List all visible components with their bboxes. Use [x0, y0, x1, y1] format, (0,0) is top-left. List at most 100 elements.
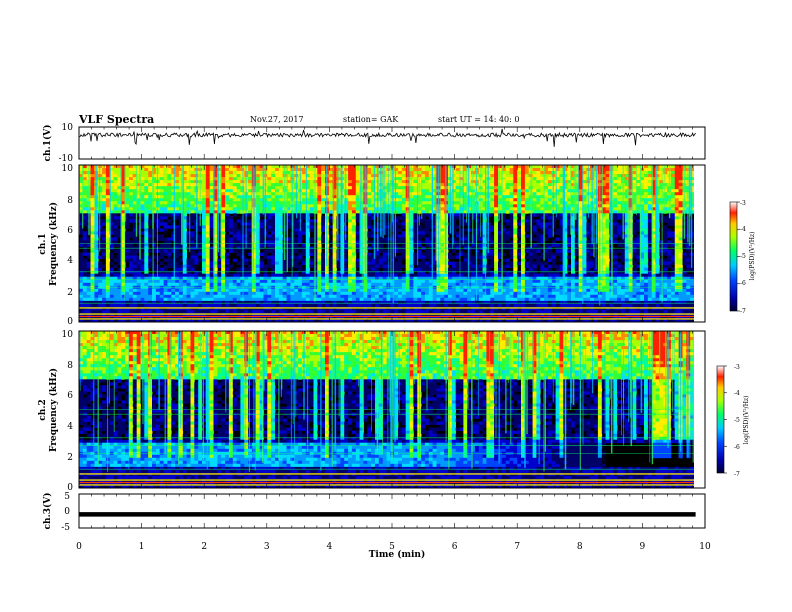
- spectrogram-cell: [451, 288, 456, 293]
- spectrogram-cell: [317, 165, 322, 169]
- spectrogram-cell: [140, 180, 145, 184]
- spectrogram-cell: [455, 198, 460, 202]
- spectrogram-cell: [451, 267, 456, 272]
- spectrogram-cell: [186, 303, 191, 308]
- spectrogram-cell: [409, 207, 414, 211]
- spectrogram-cell: [171, 237, 176, 241]
- spectrogram-cell: [232, 234, 237, 238]
- spectrogram-cell: [225, 219, 230, 223]
- spectrogram-cell: [125, 213, 130, 217]
- spectrogram-cell: [182, 174, 187, 178]
- spectrogram-cell: [409, 210, 414, 214]
- spectrogram-cell: [221, 294, 226, 299]
- spectrogram-cell: [417, 225, 422, 229]
- spectrogram-cell: [221, 180, 226, 184]
- spectrogram-cell: [278, 270, 284, 275]
- spectrogram-cell: [202, 291, 207, 296]
- spectrogram-cell: [424, 303, 430, 308]
- spectrogram-cell: [194, 270, 199, 275]
- spectrogram-cell: [82, 276, 87, 281]
- spectrogram-cell: [79, 240, 84, 244]
- spectrogram-cell: [240, 300, 245, 305]
- spectrogram-cell: [286, 279, 291, 284]
- spectrogram-cell: [225, 207, 230, 211]
- spectrogram-cell: [105, 234, 111, 238]
- spectrogram-cell: [213, 291, 218, 296]
- spectrogram-cell: [405, 303, 410, 308]
- spectrogram-cell: [278, 252, 284, 256]
- spectrogram-cell: [305, 186, 310, 190]
- spectrogram-cell: [305, 300, 310, 305]
- spectrogram-cell: [394, 189, 399, 193]
- spectrogram-cell: [205, 276, 210, 281]
- spectrogram-cell: [348, 210, 353, 214]
- spectrogram-cell: [129, 270, 134, 275]
- spectrogram-cell: [259, 237, 264, 241]
- spectrogram-cell: [421, 204, 426, 208]
- spectrogram-cell: [328, 273, 333, 278]
- spectrogram-cell: [217, 180, 222, 184]
- spectrogram-cell: [190, 267, 195, 272]
- spectrogram-cell: [125, 219, 130, 223]
- spectrogram-cell: [202, 225, 207, 229]
- spectrogram-cell: [221, 231, 226, 235]
- spectrogram-cell: [148, 264, 153, 268]
- spectrogram-cell: [171, 195, 176, 199]
- spectrogram-cell: [167, 258, 172, 262]
- spectrogram-cell: [336, 195, 341, 199]
- spectrogram-cell: [221, 300, 226, 305]
- spectrogram-cell: [432, 168, 437, 172]
- spectrogram-cell: [348, 228, 353, 232]
- spectrogram-cell: [282, 261, 287, 265]
- spectrogram-cell: [98, 231, 103, 235]
- spectrogram-cell: [321, 180, 326, 184]
- spectrogram-cell: [136, 316, 141, 320]
- spectrogram-cell: [190, 264, 195, 268]
- spectrogram-cell: [413, 303, 418, 308]
- spectrogram-cell: [117, 303, 122, 308]
- spectrogram-cell: [321, 319, 326, 322]
- spectrogram-cell: [332, 222, 337, 226]
- spectrogram-cell: [455, 234, 460, 238]
- spectrogram-cell: [144, 279, 149, 284]
- spectrogram-cell: [178, 267, 184, 272]
- spectrogram-cell: [305, 183, 310, 187]
- spectrogram-cell: [163, 270, 168, 275]
- spectrogram-cell: [278, 180, 284, 184]
- spectrogram-cell: [309, 228, 314, 232]
- spectrogram-cell: [136, 270, 141, 275]
- spectrogram-cell: [159, 300, 164, 305]
- spectrogram-cell: [198, 309, 203, 314]
- spectrogram-cell: [236, 309, 241, 314]
- spectrogram-cell: [209, 192, 214, 196]
- spectrogram-cell: [213, 319, 218, 322]
- spectrogram-cell: [117, 309, 122, 314]
- spectrogram-cell: [202, 264, 207, 268]
- spectrogram-cell: [275, 174, 280, 178]
- spectrogram-cell: [178, 319, 184, 322]
- spectrogram-cell: [344, 207, 349, 211]
- spectrogram-cell: [178, 291, 184, 296]
- spectrogram-cell: [348, 282, 353, 287]
- spectrogram-cell: [155, 228, 161, 232]
- spectrogram-cell: [328, 231, 333, 235]
- spectrogram-cell: [428, 264, 433, 268]
- spectrogram-cell: [344, 255, 349, 259]
- spectrogram-cell: [129, 294, 134, 299]
- spectrogram-cell: [190, 225, 195, 229]
- spectrogram-cell: [109, 225, 114, 229]
- spectrogram-cell: [428, 213, 433, 217]
- spectrogram-cell: [351, 234, 357, 238]
- spectrogram-cell: [109, 216, 114, 220]
- spectrogram-cell: [394, 294, 399, 299]
- spectrogram-cell: [190, 276, 195, 281]
- spectrogram-cell: [113, 234, 118, 238]
- spectrogram-cell: [163, 177, 168, 181]
- spectrogram-cell: [202, 279, 207, 284]
- spectrogram-cell: [155, 183, 161, 187]
- spectrogram-cell: [136, 234, 141, 238]
- spectrogram-cell: [228, 249, 234, 253]
- spectrogram-cell: [448, 243, 453, 247]
- spectrogram-cell: [159, 249, 164, 253]
- spectrogram-cell: [286, 300, 291, 305]
